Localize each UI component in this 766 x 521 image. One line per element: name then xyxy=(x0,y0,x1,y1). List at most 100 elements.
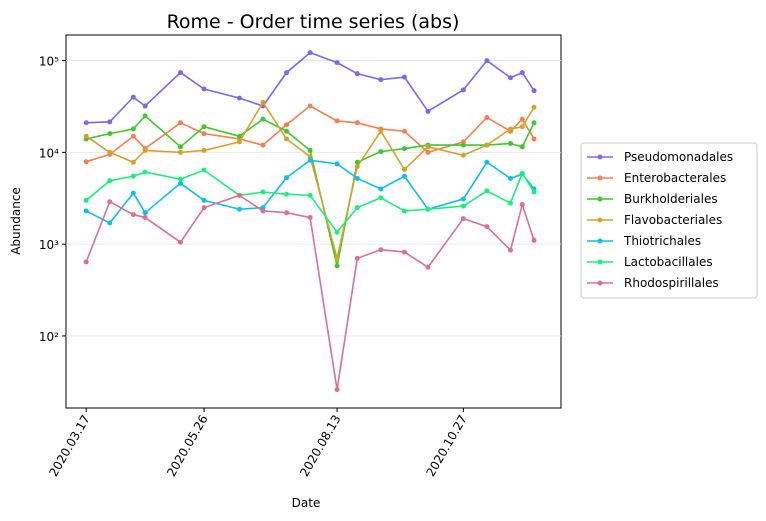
data-point xyxy=(531,136,537,142)
data-point xyxy=(201,124,207,130)
data-point xyxy=(378,195,384,201)
data-point xyxy=(507,75,513,81)
legend-label: Thiotrichales xyxy=(623,234,701,248)
data-point xyxy=(130,133,136,139)
data-point xyxy=(507,140,513,146)
series-line xyxy=(85,100,535,259)
data-point xyxy=(177,120,183,126)
data-point xyxy=(519,70,525,76)
data-point xyxy=(142,215,148,221)
data-point xyxy=(519,124,525,130)
data-point xyxy=(378,128,384,134)
data-point xyxy=(334,118,340,124)
legend-marker xyxy=(597,175,603,181)
plot-frame xyxy=(65,34,562,409)
data-point xyxy=(284,70,290,76)
data-point xyxy=(260,142,266,148)
data-point xyxy=(354,255,360,261)
data-point xyxy=(83,208,89,214)
legend-marker xyxy=(597,217,603,223)
data-point xyxy=(142,210,148,216)
data-point xyxy=(307,103,313,109)
data-point xyxy=(307,154,313,160)
data-point xyxy=(334,255,340,261)
data-point xyxy=(83,197,89,203)
data-point xyxy=(130,190,136,196)
series-line xyxy=(85,169,535,234)
data-point xyxy=(425,144,431,150)
data-point xyxy=(425,264,431,270)
data-point xyxy=(507,200,513,206)
data-point xyxy=(334,229,340,235)
data-point xyxy=(201,131,207,137)
data-point xyxy=(507,247,513,253)
data-point xyxy=(284,175,290,181)
legend-marker xyxy=(597,196,603,202)
data-point xyxy=(460,87,466,93)
data-point xyxy=(531,88,537,94)
data-point xyxy=(334,60,340,66)
data-point xyxy=(460,196,466,202)
chart-title: Rome - Order time series (abs) xyxy=(167,11,460,33)
data-point xyxy=(83,259,89,265)
data-point xyxy=(307,192,313,198)
data-point xyxy=(107,220,113,226)
data-point xyxy=(201,205,207,211)
x-tick-label: 2020.03.17 xyxy=(46,413,92,480)
data-point xyxy=(484,188,490,194)
x-tick-label: 2020.05.26 xyxy=(164,413,210,480)
data-point xyxy=(130,126,136,132)
data-point xyxy=(307,215,313,221)
data-point xyxy=(284,210,290,216)
data-point xyxy=(484,58,490,64)
data-point xyxy=(236,206,242,212)
data-point xyxy=(354,71,360,77)
series-line xyxy=(85,105,535,163)
data-point xyxy=(507,175,513,181)
legend-marker xyxy=(597,280,603,286)
data-point xyxy=(401,167,407,173)
legend-box xyxy=(580,142,758,299)
data-point xyxy=(201,167,207,173)
data-point xyxy=(260,116,266,122)
data-point xyxy=(307,147,313,153)
data-point xyxy=(201,197,207,203)
x-tick-label: 2020.10.27 xyxy=(423,413,469,480)
data-point xyxy=(425,108,431,114)
data-point xyxy=(284,136,290,142)
data-point xyxy=(354,164,360,170)
data-point xyxy=(130,94,136,100)
data-point xyxy=(236,95,242,101)
data-point xyxy=(378,186,384,192)
data-point xyxy=(460,216,466,222)
data-point xyxy=(107,149,113,155)
x-tick-label: 2020.08.13 xyxy=(297,413,343,480)
series-line xyxy=(85,194,535,390)
data-point xyxy=(425,149,431,155)
series-line xyxy=(85,159,535,225)
data-point xyxy=(531,237,537,243)
data-point xyxy=(177,176,183,182)
data-point xyxy=(201,86,207,92)
data-point xyxy=(519,116,525,122)
y-axis-label: Abundance xyxy=(9,187,23,255)
data-point xyxy=(260,208,266,214)
legend-marker xyxy=(597,154,603,160)
data-point xyxy=(519,202,525,208)
x-axis-label: Date xyxy=(292,496,321,510)
data-point xyxy=(260,99,266,105)
data-point xyxy=(177,144,183,150)
data-point xyxy=(519,144,525,150)
data-point xyxy=(354,120,360,126)
legend-label: Burkholderiales xyxy=(624,192,718,206)
data-point xyxy=(177,149,183,155)
data-point xyxy=(236,192,242,198)
data-point xyxy=(519,170,525,176)
legend-label: Lactobacillales xyxy=(624,255,713,269)
y-tick-label: 10³ xyxy=(39,238,59,252)
data-point xyxy=(307,157,313,163)
data-point xyxy=(401,249,407,255)
data-point xyxy=(142,169,148,175)
legend-marker xyxy=(597,238,603,244)
data-point xyxy=(177,239,183,245)
